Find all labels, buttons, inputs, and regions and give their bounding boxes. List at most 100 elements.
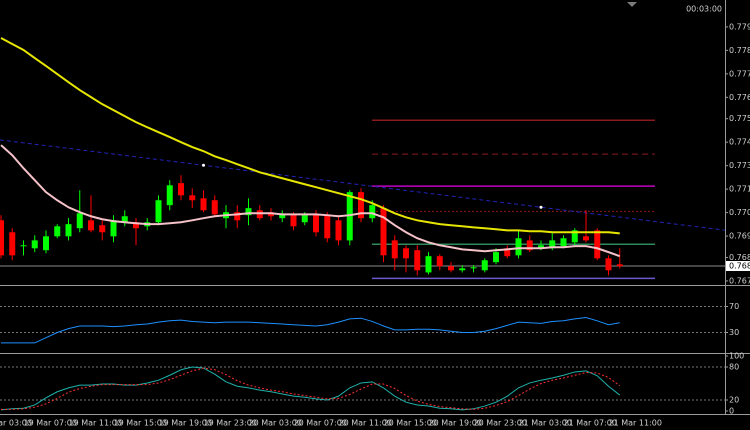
- candle-body: [493, 252, 499, 263]
- candle-body: [504, 248, 511, 257]
- y-tick-label: 70: [729, 302, 739, 311]
- candle-timer: 00:03:00: [686, 5, 722, 14]
- moving-average: [0, 37, 620, 235]
- candle-body: [178, 183, 184, 196]
- candle-body: [436, 256, 443, 267]
- candle-body: [290, 215, 297, 227]
- candle-body: [459, 268, 466, 271]
- candle-body: [335, 220, 342, 241]
- candle-body: [560, 238, 567, 247]
- y-tick-label: 0.7773: [729, 69, 750, 78]
- candle-body: [301, 215, 308, 223]
- x-tick-label: 19 Mar 03:00: [0, 419, 32, 428]
- moving-average: [0, 144, 621, 258]
- candle-body: [380, 208, 387, 256]
- indicator-line: [1, 367, 621, 410]
- x-tick-label: 19 Mar 15:00: [114, 419, 167, 428]
- y-tick-label: 0.7708: [729, 208, 750, 217]
- last-price-label: 0.7683: [729, 262, 750, 271]
- panel: [0, 366, 725, 411]
- x-tick-label: 19 Mar 23:00: [204, 419, 257, 428]
- candle-body: [616, 264, 623, 267]
- candle-body: [110, 220, 117, 237]
- candle-body: [313, 214, 319, 233]
- candle-body: [65, 224, 72, 237]
- y-tick-label: 0.7795: [729, 22, 750, 31]
- candle-body: [571, 230, 578, 243]
- y-tick-label: 20: [729, 396, 739, 405]
- candle-body: [20, 245, 27, 247]
- candle-body: [605, 258, 612, 271]
- x-tick-label: 20 Mar 03:00: [249, 419, 302, 428]
- y-tick-label: 0.7676: [729, 276, 750, 285]
- candle-body: [481, 260, 488, 271]
- candle-body: [155, 200, 162, 223]
- y-tick-label: 30: [729, 328, 739, 337]
- candle-body: [425, 256, 432, 273]
- candle-body: [414, 250, 421, 271]
- candle-body: [121, 216, 128, 223]
- candle-body: [43, 236, 49, 251]
- candle-body: [31, 240, 38, 249]
- y-tick-label: 0.7784: [729, 46, 750, 55]
- candle-body: [189, 195, 196, 201]
- candle-body: [448, 266, 454, 271]
- candle-body: [99, 225, 106, 233]
- chart-shift-marker[interactable]: [627, 2, 637, 7]
- last-price-tag: [726, 261, 750, 271]
- candle-body: [526, 240, 533, 251]
- x-tick-label: 20 Mar 11:00: [339, 419, 392, 428]
- x-tick-label: 19 Mar 07:00: [24, 419, 77, 428]
- candle-body: [515, 238, 522, 256]
- candle-body: [9, 232, 16, 256]
- candle-body: [391, 240, 398, 259]
- trendline-anchor: [202, 163, 205, 167]
- candle-body: [0, 220, 4, 256]
- y-tick-label: 0.7762: [729, 93, 750, 102]
- candle-body: [583, 236, 589, 241]
- candle-body: [403, 248, 409, 259]
- candle-body: [133, 222, 139, 229]
- x-tick-label: 20 Mar 19:00: [429, 419, 482, 428]
- candle-body: [369, 205, 376, 219]
- candle-body: [358, 192, 364, 219]
- x-tick-label: 20 Mar 07:00: [294, 419, 347, 428]
- y-tick-label: 100: [729, 352, 744, 361]
- trendline: [0, 139, 725, 231]
- plot-area: [0, 37, 725, 411]
- candle-body: [470, 267, 477, 269]
- candle-body: [245, 208, 252, 216]
- candle-body: [200, 198, 207, 211]
- x-tick-label: 20 Mar 23:00: [474, 419, 527, 428]
- x-tick-label: 19 Mar 19:00: [159, 419, 212, 428]
- x-tick-label: 21 Mar 11:00: [609, 419, 662, 428]
- y-tick-label: 0.7741: [729, 138, 750, 147]
- y-tick-label: 0.7752: [729, 114, 750, 123]
- x-tick-label: 21 Mar 07:00: [564, 419, 617, 428]
- candle-body: [54, 226, 61, 237]
- indicator-line: [0, 366, 621, 411]
- indicator-line: [1, 317, 620, 344]
- trendline-anchor: [539, 205, 543, 209]
- candle-body: [346, 192, 353, 241]
- x-tick-label: 20 Mar 15:00: [384, 419, 437, 428]
- y-tick-label: 0.7719: [729, 185, 750, 194]
- candle-body: [76, 213, 83, 229]
- candle-body: [234, 212, 241, 221]
- candle-body: [549, 240, 556, 249]
- candle-body: [211, 200, 218, 215]
- y-tick-label: 0.7697: [729, 232, 750, 241]
- x-tick-label: 19 Mar 11:00: [69, 419, 122, 428]
- y-tick-label: 80: [729, 363, 739, 372]
- y-tick-label: 0: [729, 407, 734, 416]
- candle-body: [538, 245, 544, 249]
- panel: [0, 37, 725, 280]
- panel: [0, 306, 725, 344]
- candle-body: [166, 185, 173, 206]
- candle-body: [88, 220, 94, 231]
- candle-body: [594, 230, 601, 259]
